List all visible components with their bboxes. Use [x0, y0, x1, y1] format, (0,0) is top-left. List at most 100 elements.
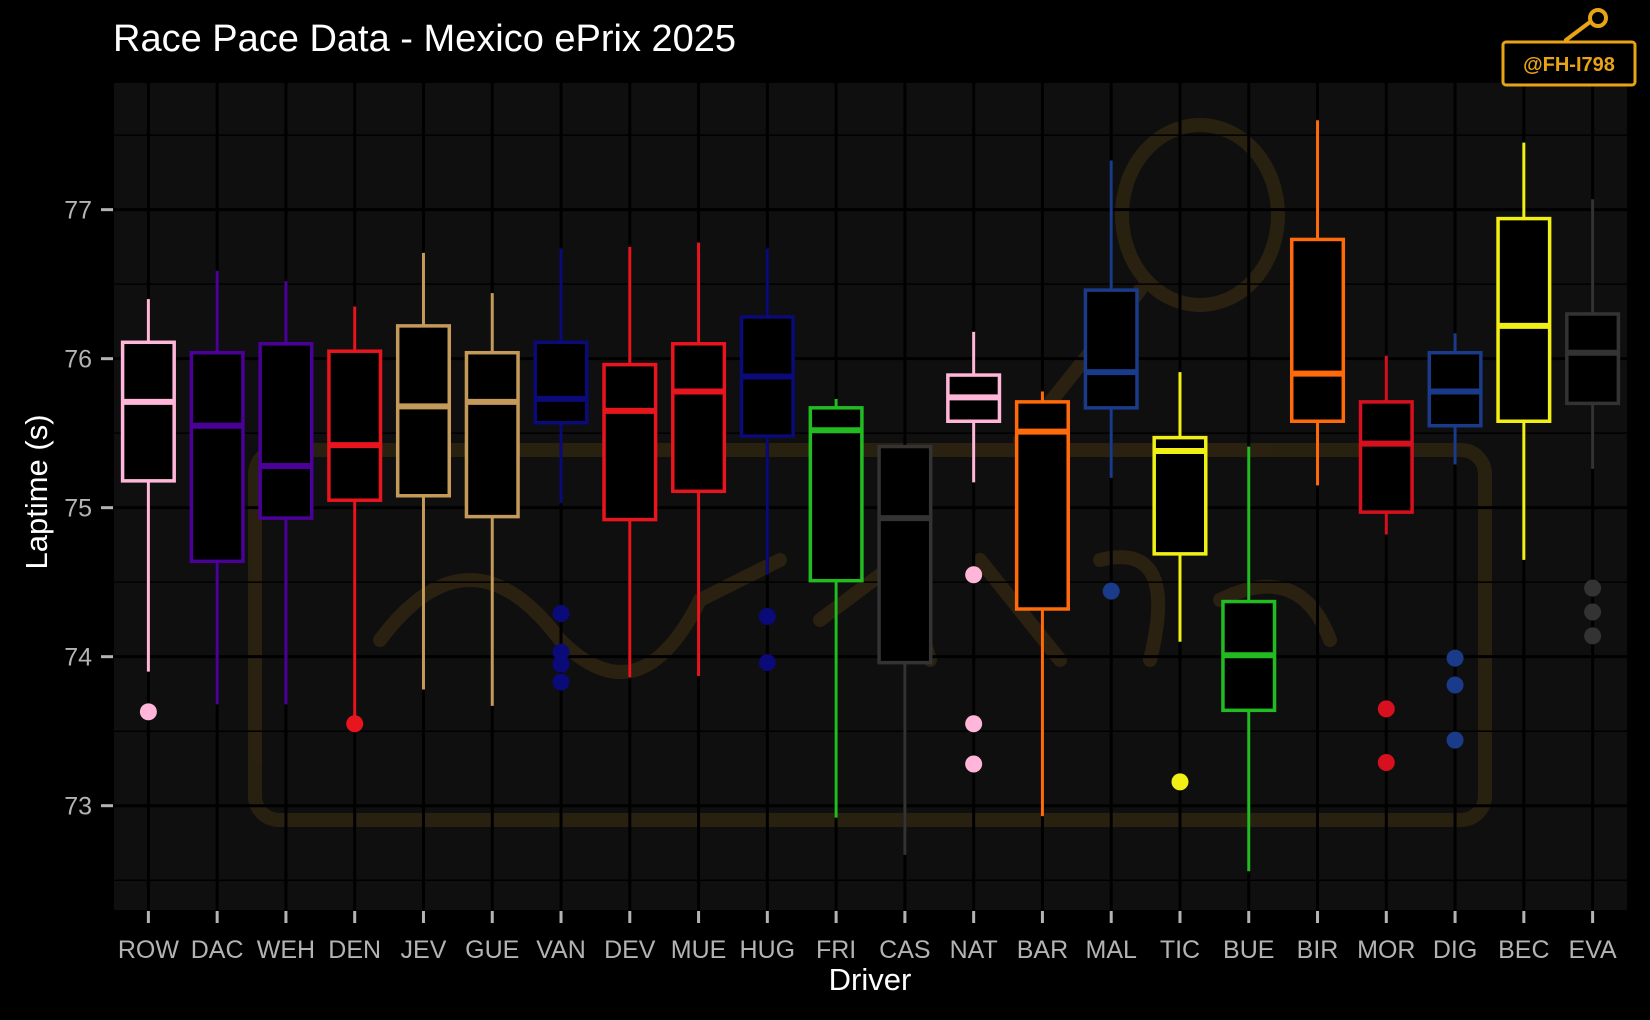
outlier-point — [965, 715, 983, 733]
x-tick-label: CAS — [879, 936, 930, 964]
box-hug — [739, 248, 795, 672]
outlier-point — [1377, 753, 1395, 771]
outlier-point — [1584, 603, 1602, 621]
box-iqr — [1083, 288, 1139, 410]
box-mor — [1358, 355, 1414, 771]
box-dac — [189, 270, 245, 705]
outlier-point — [346, 715, 364, 733]
x-tick-label: HUG — [740, 936, 796, 964]
logo-text: @FH-I798 — [1523, 54, 1615, 76]
chart-title: Race Pace Data - Mexico ePrix 2025 — [113, 18, 736, 60]
y-tick-label: 76 — [64, 346, 92, 374]
box-den — [327, 306, 383, 733]
y-tick-label: 74 — [64, 644, 92, 672]
outlier-point — [1446, 731, 1464, 749]
watermark-logo: @FH-I798 — [1501, 8, 1637, 87]
box-fri — [808, 398, 864, 818]
box-cas — [877, 444, 933, 855]
box-weh — [258, 281, 314, 705]
box-iqr — [327, 349, 383, 502]
box-iqr — [1014, 400, 1070, 611]
outlier-point — [552, 643, 570, 661]
box-gue — [464, 293, 520, 706]
x-tick-label: BIR — [1297, 936, 1339, 964]
x-tick-label: EVA — [1569, 936, 1617, 964]
box-iqr — [395, 324, 452, 498]
x-tick-label: VAN — [536, 936, 586, 964]
box-jev — [395, 252, 452, 690]
watermark-ring — [1115, 118, 1285, 312]
x-tick-label: BAR — [1017, 936, 1068, 964]
outlier-point — [1377, 700, 1395, 718]
x-tick-label: WEH — [257, 936, 315, 964]
logo-frame — [1501, 40, 1637, 87]
box-iqr — [1565, 312, 1621, 406]
outlier-point — [1584, 579, 1602, 597]
x-tick-label: FRI — [816, 936, 856, 964]
outlier-point — [552, 655, 570, 673]
box-bar — [1014, 391, 1070, 817]
x-tick-label: MUE — [671, 936, 727, 964]
y-axis-label: Laptime (s) — [19, 414, 54, 569]
y-axis: 73 74 75 76 77 — [64, 197, 113, 821]
outlier-point — [1446, 649, 1464, 667]
x-tick-label: JEV — [401, 936, 447, 964]
outlier-point — [758, 607, 776, 625]
box-iqr — [1152, 435, 1208, 556]
watermark-frame — [248, 443, 1492, 827]
x-tick-label: TIC — [1160, 936, 1200, 964]
x-axis-label: Driver — [829, 962, 912, 997]
box-iqr — [808, 406, 864, 583]
box-eva — [1565, 199, 1621, 645]
x-tick-label: NAT — [950, 936, 998, 964]
x-tick-label: GUE — [465, 936, 519, 964]
outlier-point — [758, 654, 776, 672]
x-tick-label: DEN — [328, 936, 381, 964]
y-tick-label: 75 — [64, 495, 92, 523]
outlier-point — [1171, 773, 1189, 791]
box-bec — [1496, 142, 1552, 560]
y-tick-label: 73 — [64, 793, 92, 821]
outlier-point — [552, 604, 570, 622]
outlier-point — [1446, 676, 1464, 694]
outlier-point — [139, 703, 157, 721]
box-dev — [602, 246, 658, 678]
box-iqr — [1358, 400, 1414, 514]
box-dig — [1427, 333, 1483, 749]
y-tick-label: 77 — [64, 197, 92, 225]
box-iqr — [877, 444, 933, 665]
logo-key-ring — [1588, 8, 1608, 28]
box-van — [533, 248, 589, 691]
outlier-point — [965, 566, 983, 584]
box-iqr — [1496, 216, 1552, 424]
box-bir — [1289, 120, 1346, 486]
x-axis: ROW DAC WEH DEN JEV GUE VAN DEV MUE HUG FRI CAS NAT B… — [118, 911, 1617, 964]
box-iqr — [258, 342, 314, 520]
x-tick-label: BEC — [1498, 936, 1549, 964]
box-iqr — [464, 350, 520, 519]
box-tic — [1152, 372, 1208, 791]
box-nat — [946, 331, 1002, 773]
x-tick-label: ROW — [118, 936, 180, 964]
x-tick-label: MAL — [1086, 936, 1138, 964]
box-mue — [671, 242, 727, 677]
box-iqr — [120, 340, 176, 483]
box-iqr — [189, 350, 245, 564]
outlier-point — [1102, 582, 1120, 600]
box-mal — [1083, 160, 1139, 600]
box-iqr — [602, 362, 658, 522]
outlier-point — [965, 755, 983, 773]
x-tick-label: DEV — [604, 936, 656, 964]
box-series — [120, 120, 1621, 872]
x-tick-label: BUE — [1223, 936, 1274, 964]
box-iqr — [533, 340, 589, 425]
outlier-point — [1584, 627, 1602, 645]
x-tick-label: DAC — [191, 936, 244, 964]
logo-key-stem — [1564, 20, 1592, 42]
outlier-point — [552, 673, 570, 691]
box-iqr — [1289, 237, 1346, 424]
x-tick-label: DIG — [1433, 936, 1477, 964]
box-iqr — [671, 342, 727, 494]
x-tick-label: MOR — [1357, 936, 1415, 964]
